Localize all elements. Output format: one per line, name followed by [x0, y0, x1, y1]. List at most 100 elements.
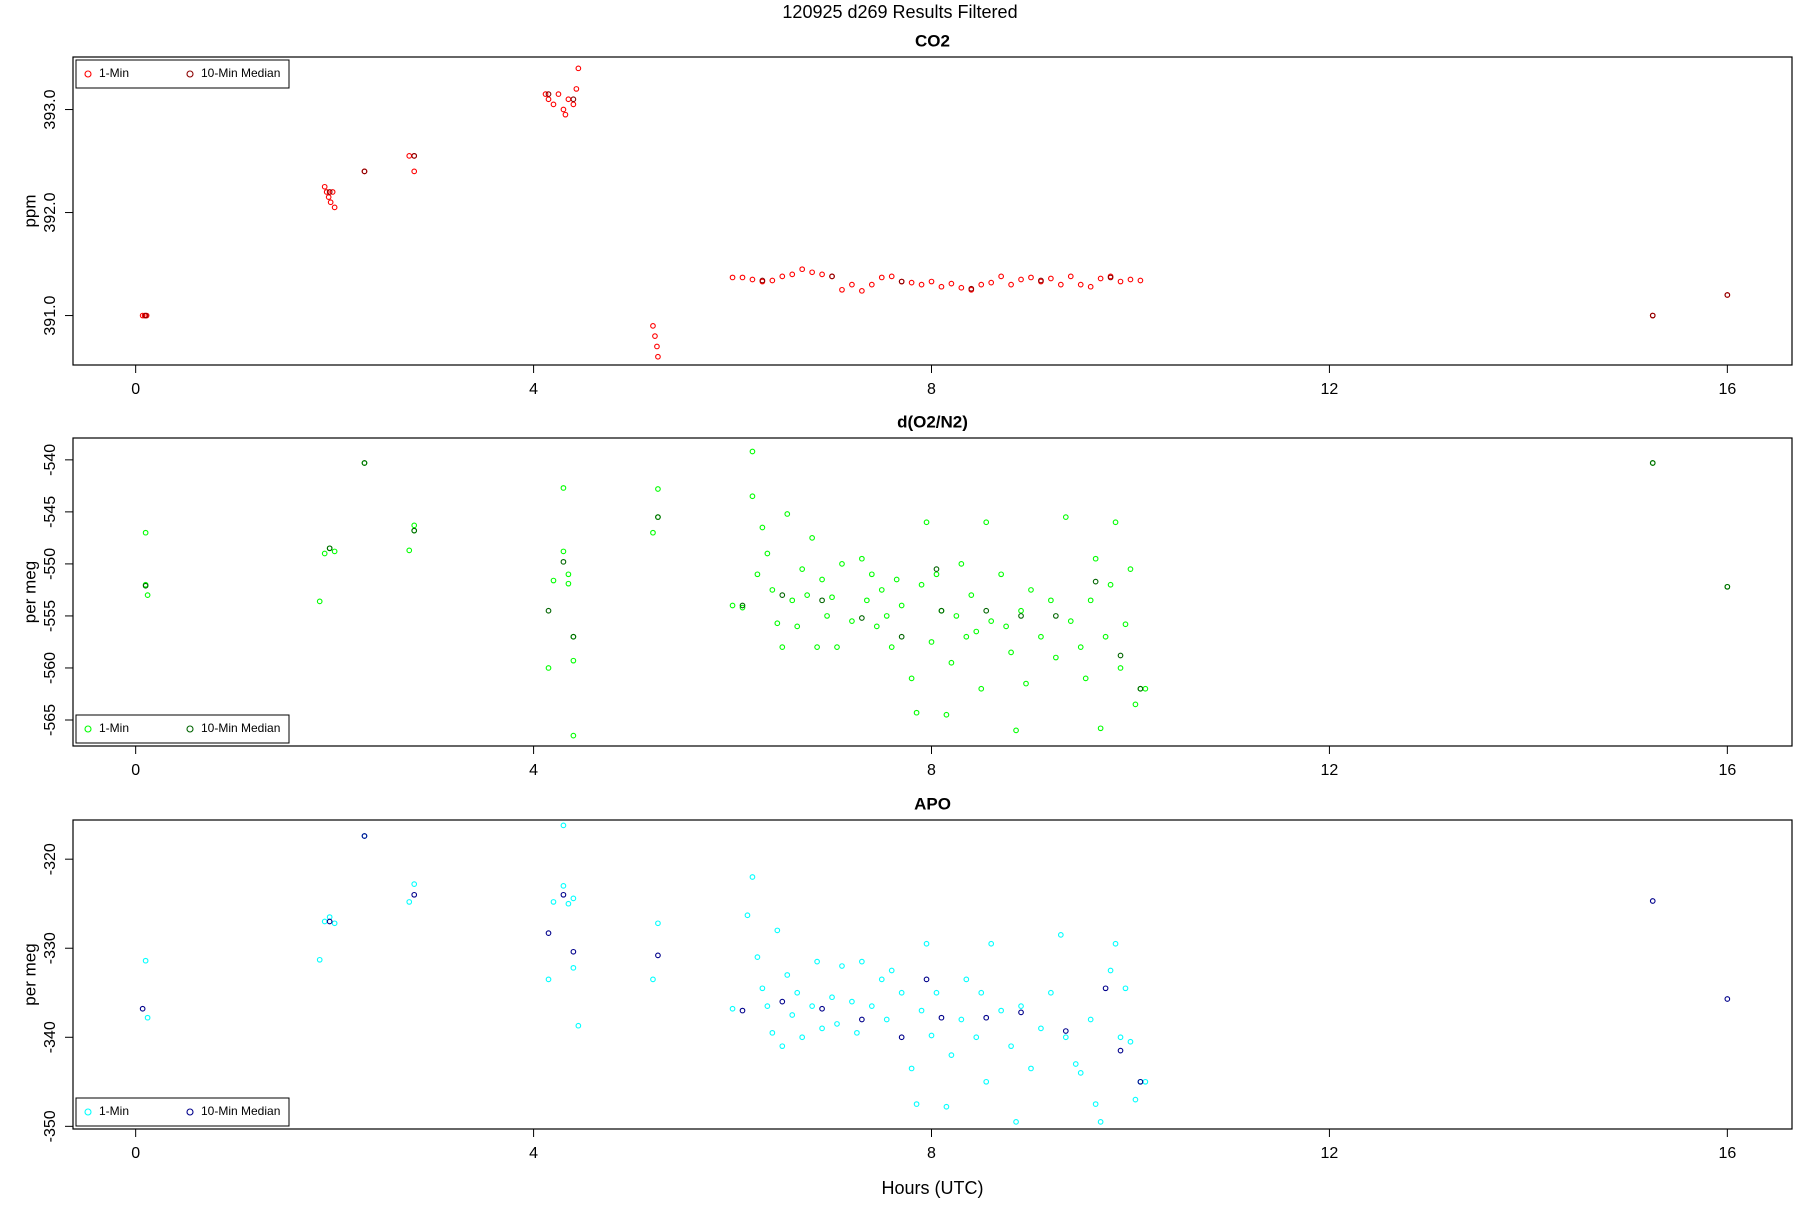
- data-point: [923, 976, 930, 983]
- data-point: [859, 1016, 865, 1023]
- data-point: [326, 189, 333, 195]
- data-point: [923, 519, 930, 526]
- data-point: [1038, 633, 1044, 640]
- x-tick-label: 4: [529, 1145, 538, 1162]
- y-tick-label: -555: [42, 600, 59, 632]
- data-point: [321, 183, 328, 190]
- data-point: [744, 912, 751, 919]
- data-point: [411, 891, 418, 898]
- data-point: [545, 930, 552, 936]
- data-point: [652, 333, 658, 340]
- data-point: [560, 891, 567, 898]
- data-point: [948, 1052, 955, 1058]
- data-point: [998, 273, 1004, 280]
- data-point: [1087, 597, 1094, 604]
- x-tick-label: 12: [1321, 762, 1339, 779]
- data-point: [849, 618, 855, 624]
- data-point: [868, 571, 875, 578]
- data-point: [1117, 652, 1124, 659]
- legend-box: [75, 714, 290, 744]
- data-point: [1053, 654, 1059, 661]
- data-point: [142, 957, 149, 964]
- y-tick-label: 391.0: [42, 295, 59, 335]
- data-point: [331, 548, 338, 555]
- data-point: [545, 91, 552, 97]
- data-point: [411, 881, 418, 887]
- y-tick-label: -560: [42, 652, 59, 684]
- y-tick-label: -340: [42, 1021, 59, 1053]
- legend-marker: [84, 70, 92, 78]
- data-point: [779, 644, 786, 650]
- y-tick-label: -350: [42, 1110, 59, 1142]
- x-tick-label: 16: [1718, 762, 1736, 779]
- data-point: [1117, 1047, 1124, 1054]
- data-point: [411, 522, 418, 529]
- data-point: [139, 312, 146, 319]
- data-point: [998, 1007, 1004, 1014]
- data-point: [570, 948, 577, 955]
- data-point: [406, 899, 413, 905]
- data-point: [739, 604, 746, 611]
- data-point: [1048, 597, 1054, 604]
- data-point: [998, 571, 1004, 578]
- data-point: [824, 613, 830, 619]
- data-point: [978, 989, 985, 996]
- data-point: [859, 287, 865, 294]
- data-point: [1067, 273, 1074, 280]
- data-point: [1724, 292, 1731, 298]
- data-point: [958, 284, 965, 291]
- data-point: [898, 633, 905, 640]
- data-point: [655, 952, 661, 959]
- data-point: [1102, 633, 1109, 640]
- data-point: [1097, 725, 1104, 732]
- data-point: [928, 278, 935, 285]
- data-point: [361, 168, 368, 175]
- data-point: [560, 548, 567, 555]
- x-tick-label: 8: [927, 381, 936, 398]
- data-point: [570, 96, 577, 103]
- data-point: [1008, 1043, 1014, 1050]
- data-point: [1724, 996, 1731, 1002]
- data-point: [1082, 675, 1089, 682]
- x-tick-label: 16: [1718, 1145, 1736, 1162]
- data-point: [1107, 274, 1114, 281]
- data-point: [1072, 1061, 1079, 1067]
- x-tick-label: 0: [131, 1145, 140, 1162]
- data-point: [1028, 587, 1034, 593]
- legend-label: 1-Min: [99, 66, 129, 80]
- data-point: [1112, 940, 1119, 947]
- data-point: [560, 883, 567, 889]
- data-point: [938, 607, 945, 614]
- data-point: [1122, 621, 1129, 628]
- data-point: [878, 976, 885, 983]
- data-point: [1062, 1028, 1069, 1034]
- data-point: [1057, 281, 1064, 288]
- y-tick-label: -330: [42, 932, 59, 964]
- data-point: [562, 111, 569, 118]
- data-point: [1008, 649, 1014, 656]
- data-point: [570, 101, 577, 108]
- legend-marker: [186, 725, 194, 733]
- data-point: [1649, 312, 1656, 319]
- data-point: [958, 1016, 965, 1023]
- data-point: [142, 529, 149, 536]
- data-point: [923, 940, 930, 947]
- data-point: [570, 964, 577, 971]
- legend-marker: [186, 70, 194, 78]
- y-tick-label: 393.0: [42, 89, 59, 129]
- data-point: [799, 266, 806, 273]
- data-point: [754, 954, 761, 960]
- data-point: [323, 189, 330, 195]
- data-point: [1132, 701, 1139, 708]
- data-point: [988, 940, 995, 947]
- data-point: [968, 285, 975, 292]
- data-point: [759, 277, 766, 284]
- data-point: [918, 281, 925, 288]
- data-point: [888, 273, 895, 280]
- data-point: [545, 96, 552, 103]
- data-point: [794, 623, 801, 630]
- legend-box: [75, 59, 290, 89]
- x-axis-label: Hours (UTC): [882, 1178, 984, 1198]
